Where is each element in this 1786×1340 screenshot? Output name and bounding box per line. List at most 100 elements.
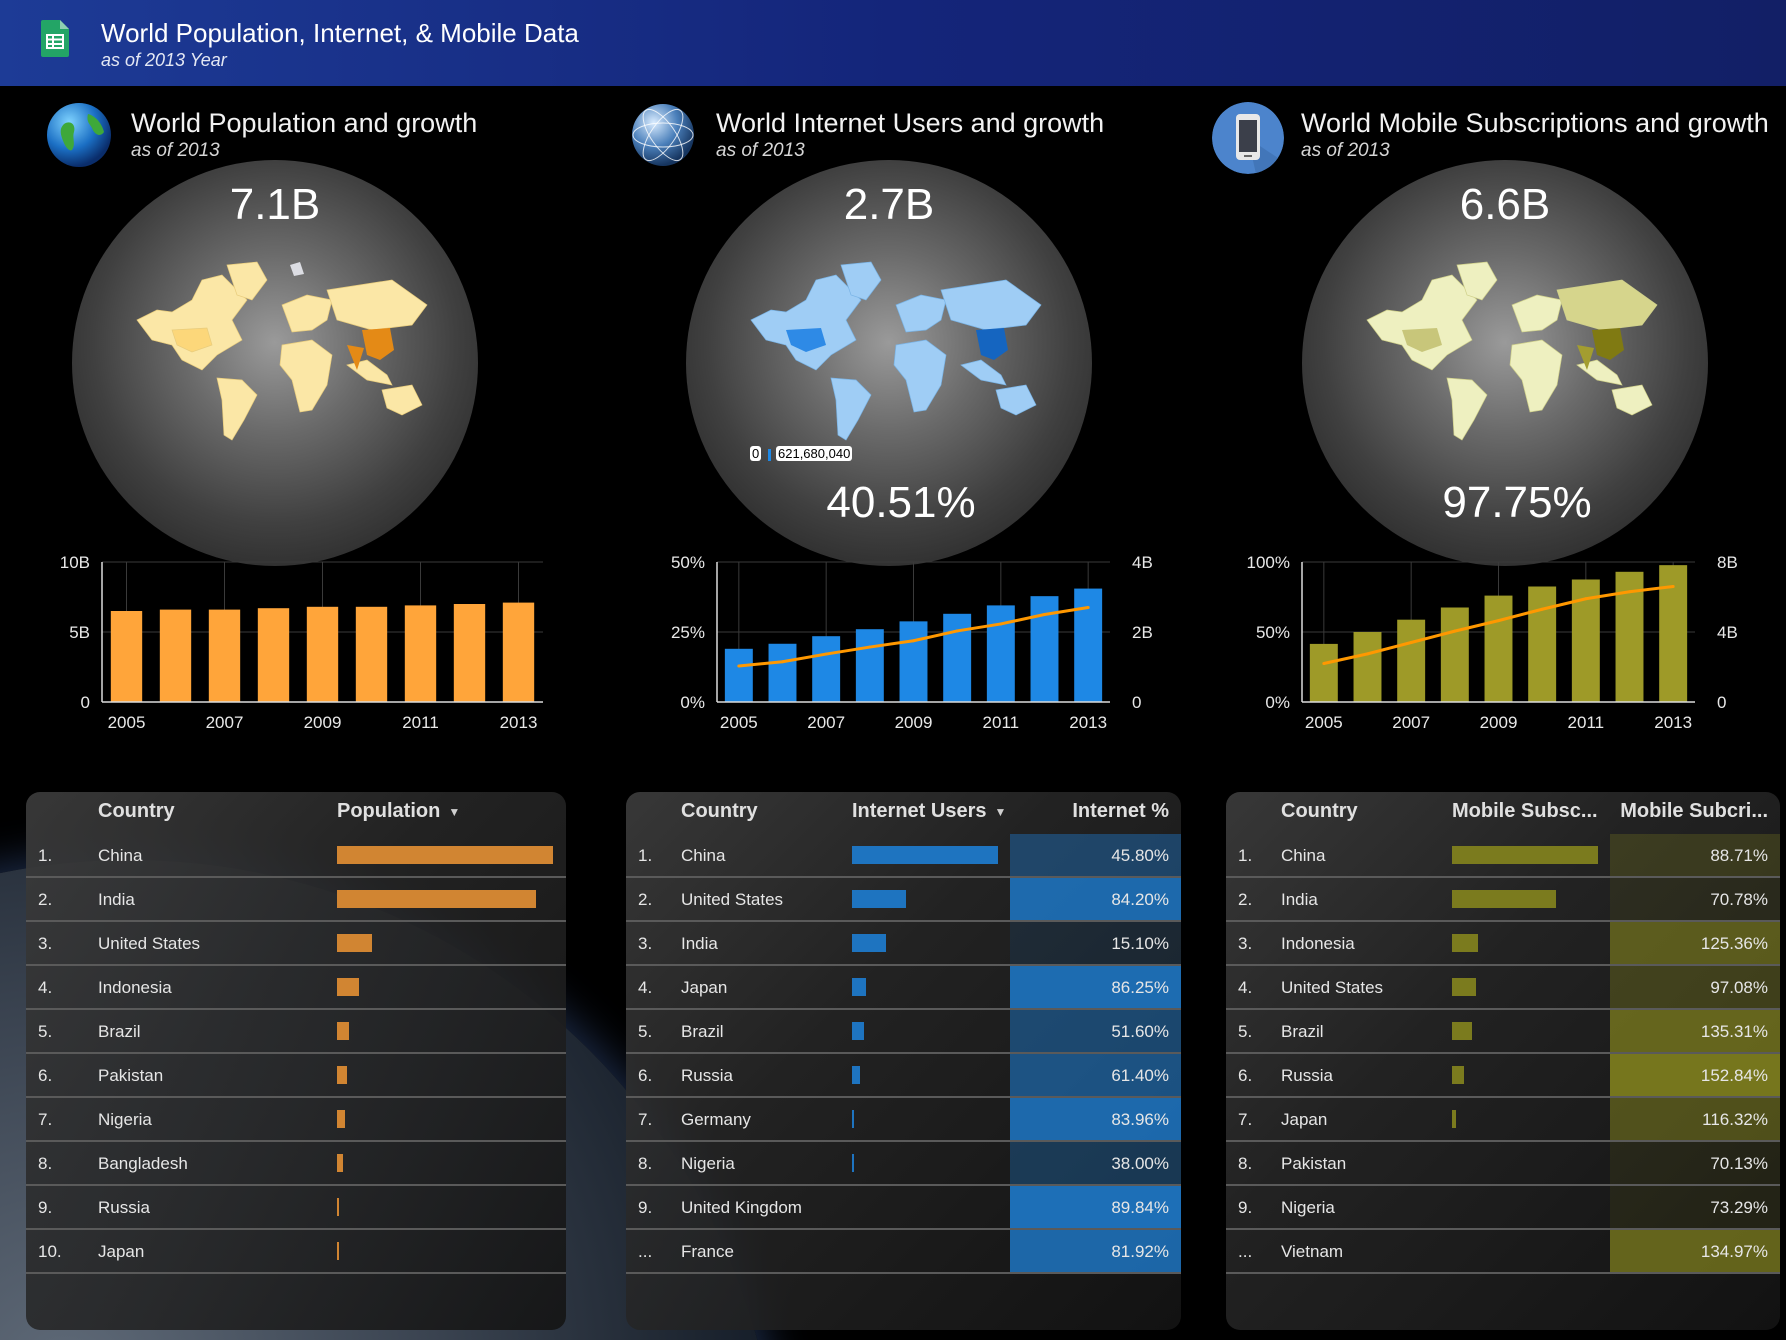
line-point-2006[interactable] — [781, 660, 784, 664]
line-point-2008[interactable] — [868, 645, 872, 649]
table-row[interactable]: 1. China — [26, 834, 566, 878]
bar-2008[interactable] — [855, 629, 884, 702]
bar-2011[interactable] — [404, 605, 437, 702]
table-row[interactable]: ... France 81.92% — [626, 1230, 1181, 1274]
row-rank: 9. — [38, 1198, 53, 1217]
table-row[interactable]: 4. Japan 86.25% — [626, 966, 1181, 1010]
world-map-internet[interactable] — [746, 260, 1046, 450]
table-row[interactable]: 3. India 15.10% — [626, 922, 1181, 966]
bar-2013[interactable] — [502, 602, 535, 702]
row-percent: 116.32% — [1610, 1098, 1780, 1140]
table-row[interactable]: 1. China 88.71% — [1226, 834, 1780, 878]
bar-2008[interactable] — [257, 608, 290, 702]
bar-2005[interactable] — [724, 648, 753, 702]
bar-2005[interactable] — [1309, 643, 1338, 702]
column-header-internet-users[interactable]: Internet Users ▼ — [852, 800, 1006, 823]
table-row[interactable]: ... Vietnam 134.97% — [1226, 1230, 1780, 1274]
bar-2010[interactable] — [355, 606, 388, 702]
bar-2008[interactable] — [1440, 607, 1469, 703]
bar-2007[interactable] — [208, 609, 241, 702]
bar-2006[interactable] — [768, 643, 797, 702]
population-geo-map[interactable]: 7.1B — [72, 160, 478, 566]
china — [1592, 328, 1624, 360]
row-rank: ... — [1238, 1242, 1253, 1261]
table-row[interactable]: 8. Bangladesh — [26, 1142, 566, 1186]
line-point-2009[interactable] — [1497, 619, 1500, 623]
bar-2011[interactable] — [986, 605, 1015, 702]
world-map-mobile[interactable] — [1362, 260, 1662, 450]
bar-2009[interactable] — [1484, 595, 1513, 702]
row-rank: 9. — [638, 1198, 653, 1217]
bar-2009[interactable] — [306, 606, 339, 702]
line-point-2010[interactable] — [955, 629, 959, 633]
line-point-2012[interactable] — [1628, 590, 1631, 594]
table-row[interactable]: 3. Indonesia 125.36% — [1226, 922, 1780, 966]
line-point-2013[interactable] — [1671, 585, 1675, 588]
table-row[interactable]: 7. Japan 116.32% — [1226, 1098, 1780, 1142]
line-point-2006[interactable] — [1366, 652, 1369, 656]
bar-2005[interactable] — [110, 611, 143, 702]
column-header-mobile-subscriptions[interactable]: Mobile Subsc... — [1452, 800, 1598, 822]
line-point-2007[interactable] — [824, 652, 828, 656]
bar-2010[interactable] — [1528, 586, 1557, 703]
table-row[interactable]: 6. Russia 61.40% — [626, 1054, 1181, 1098]
column-header-internet-percent[interactable]: Internet % — [1072, 800, 1169, 822]
line-point-2011[interactable] — [1584, 597, 1588, 601]
row-value-bar — [1452, 890, 1556, 908]
bar-2009[interactable] — [899, 621, 928, 702]
column-header-population[interactable]: Population ▼ — [337, 800, 460, 823]
table-row[interactable]: 4. Indonesia — [26, 966, 566, 1010]
bar-2007[interactable] — [1397, 619, 1426, 702]
table-row[interactable]: 9. Russia — [26, 1186, 566, 1230]
bar-2006[interactable] — [159, 609, 192, 702]
table-row[interactable]: 7. Nigeria — [26, 1098, 566, 1142]
table-row[interactable]: 4. United States 97.08% — [1226, 966, 1780, 1010]
india — [1577, 345, 1594, 370]
table-row[interactable]: 9. United Kingdom 89.84% — [626, 1186, 1181, 1230]
table-row[interactable]: 10. Japan — [26, 1230, 566, 1274]
earth-globe-icon — [47, 103, 111, 167]
table-row[interactable]: 6. Pakistan — [26, 1054, 566, 1098]
row-country: United Kingdom — [681, 1198, 802, 1217]
table-row[interactable]: 9. Nigeria 73.29% — [1226, 1186, 1780, 1230]
table-row[interactable]: 1. China 45.80% — [626, 834, 1181, 878]
table-row[interactable]: 5. Brazil 51.60% — [626, 1010, 1181, 1054]
line-point-2005[interactable] — [737, 664, 741, 668]
y-tick-label: 50% — [1256, 623, 1290, 642]
bar-2010[interactable] — [943, 613, 972, 702]
line-point-2005[interactable] — [1322, 662, 1326, 665]
sort-descending-icon: ▼ — [994, 804, 1007, 819]
line-point-2010[interactable] — [1540, 607, 1544, 611]
table-row[interactable]: 5. Brazil 135.31% — [1226, 1010, 1780, 1054]
table-row[interactable]: 3. United States — [26, 922, 566, 966]
row-country: India — [681, 934, 718, 953]
line-point-2008[interactable] — [1453, 629, 1457, 633]
row-value-bar — [1452, 1066, 1464, 1084]
row-rank: 3. — [638, 934, 653, 953]
table-row[interactable]: 8. Nigeria 38.00% — [626, 1142, 1181, 1186]
line-point-2011[interactable] — [999, 622, 1003, 626]
internet-geo-map[interactable]: 2.7B 0 621,680,040 40.51% — [686, 160, 1092, 566]
mobile-geo-map[interactable]: 6.6B 97.75% — [1302, 160, 1708, 566]
table-row[interactable]: 2. India 70.78% — [1226, 878, 1780, 922]
table-row[interactable]: 2. United States 84.20% — [626, 878, 1181, 922]
column-header-country[interactable]: Country — [1281, 800, 1358, 822]
column-header-mobile-subscription-percent[interactable]: Mobile Subcri... — [1620, 800, 1768, 822]
line-point-2007[interactable] — [1409, 641, 1413, 644]
line-point-2012[interactable] — [1043, 613, 1046, 616]
line-point-2009[interactable] — [912, 639, 915, 643]
table-row[interactable]: 6. Russia 152.84% — [1226, 1054, 1780, 1098]
bar-2006[interactable] — [1353, 632, 1382, 702]
column-header-country[interactable]: Country — [98, 800, 175, 822]
bar-2013[interactable] — [1074, 588, 1103, 702]
table-row[interactable]: 7. Germany 83.96% — [626, 1098, 1181, 1142]
table-row[interactable]: 5. Brazil — [26, 1010, 566, 1054]
bar-2007[interactable] — [812, 636, 841, 702]
bar-2012[interactable] — [453, 604, 486, 702]
table-row[interactable]: 2. India — [26, 878, 566, 922]
column-header-country[interactable]: Country — [681, 800, 758, 822]
column-header-label: Internet Users — [852, 800, 987, 822]
line-point-2013[interactable] — [1086, 606, 1090, 609]
table-row[interactable]: 8. Pakistan 70.13% — [1226, 1142, 1780, 1186]
world-map-population[interactable] — [132, 260, 432, 450]
